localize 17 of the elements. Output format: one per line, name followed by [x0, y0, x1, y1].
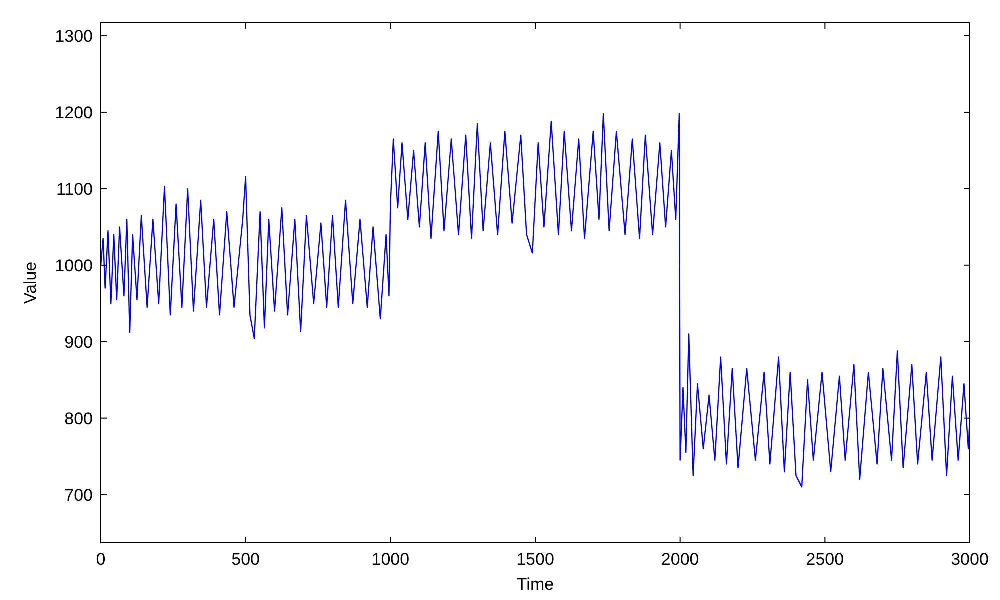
x-tick-label: 0	[96, 550, 106, 569]
x-axis-title: Time	[516, 575, 554, 594]
x-tick-label: 1500	[516, 550, 554, 569]
y-tick-label: 1300	[55, 26, 93, 46]
y-tick-label: 700	[64, 486, 93, 505]
x-tick-label: 3000	[951, 550, 989, 569]
y-tick-label: 800	[64, 409, 93, 428]
x-tick-label: 500	[232, 550, 260, 569]
y-axis-title: Value	[21, 262, 40, 304]
line-series	[100, 113, 971, 488]
y-tick-label: 1200	[55, 103, 93, 122]
x-tick-label: 2500	[806, 550, 844, 569]
x-tick-label: 1000	[372, 550, 410, 569]
y-tick-label: 900	[64, 332, 93, 352]
y-tick-label: 1000	[55, 256, 93, 276]
y-tick-label: 1100	[56, 180, 93, 199]
x-tick-label: 2000	[661, 550, 700, 569]
